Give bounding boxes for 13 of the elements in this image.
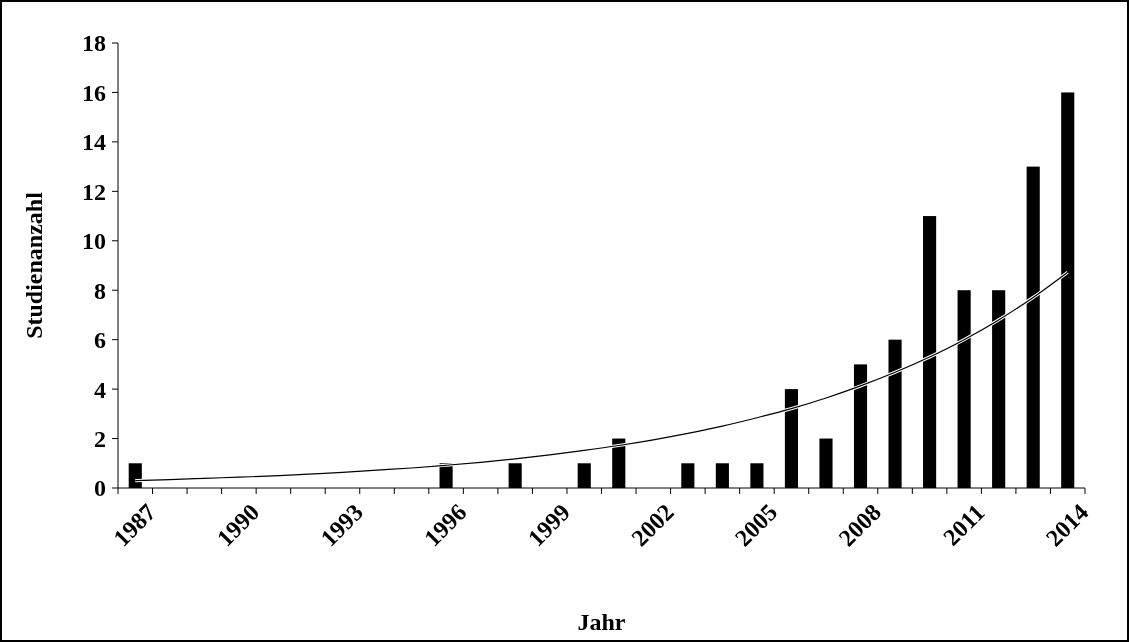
y-tick-label: 0 <box>94 475 106 502</box>
y-tick-label: 16 <box>82 79 106 106</box>
y-tick-label: 6 <box>94 327 106 354</box>
y-tick-label: 4 <box>94 376 106 403</box>
y-tick-label: 18 <box>82 30 106 57</box>
x-axis-title: Jahr <box>577 609 626 635</box>
y-tick-label: 14 <box>82 129 106 156</box>
y-tick-label: 8 <box>94 277 106 304</box>
y-tick-label: 2 <box>94 425 106 452</box>
x-tick-label: 2011 <box>938 499 990 551</box>
y-axis-title: Studienanzahl <box>21 191 47 339</box>
y-tick-label: 12 <box>82 178 106 205</box>
y-tick-label: 10 <box>82 228 106 255</box>
